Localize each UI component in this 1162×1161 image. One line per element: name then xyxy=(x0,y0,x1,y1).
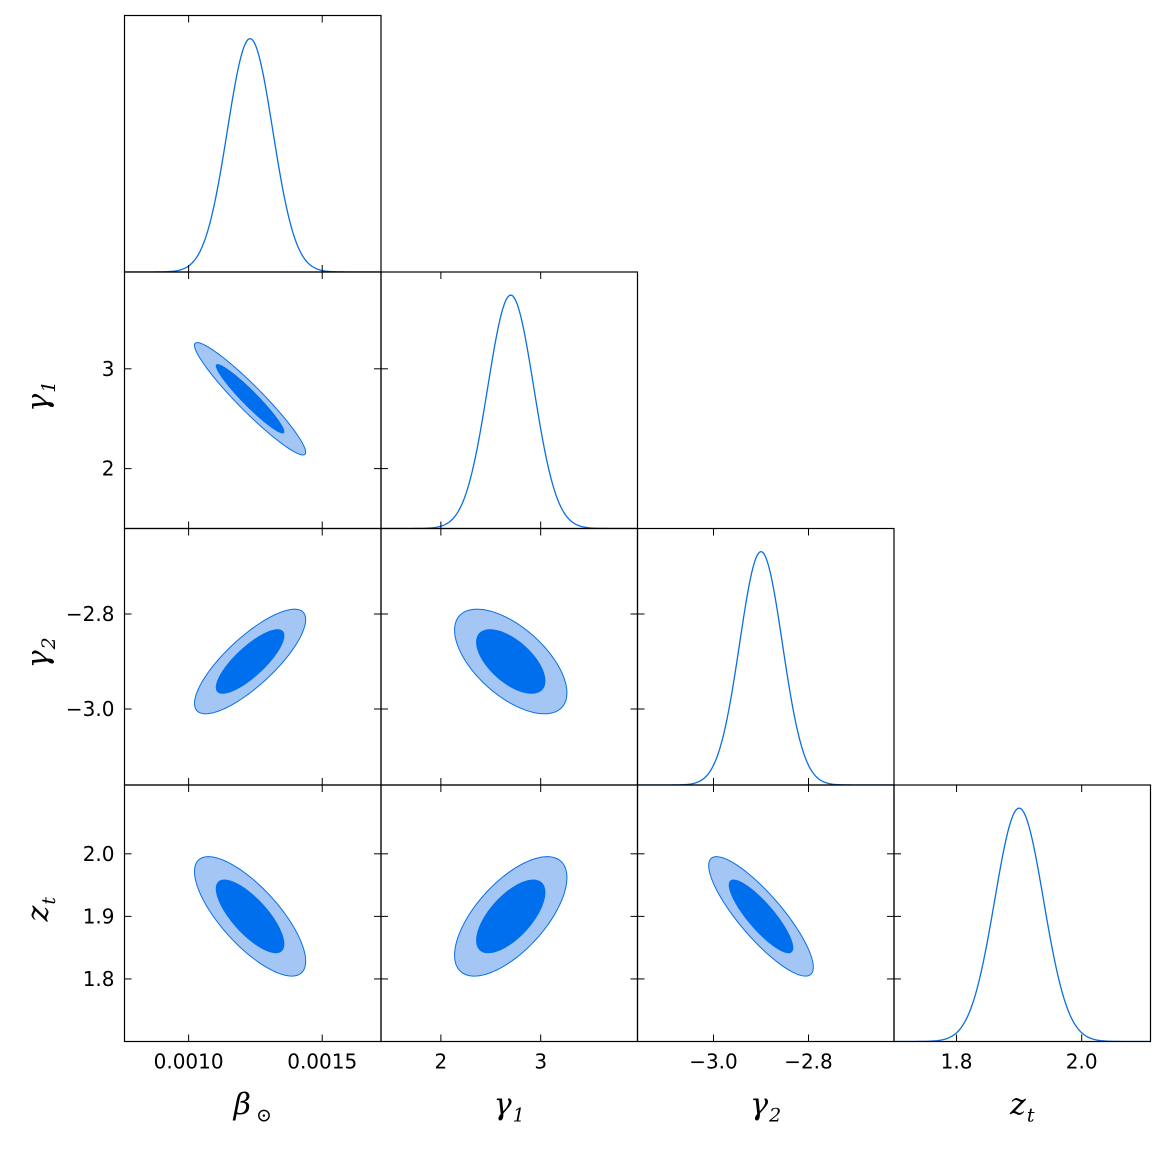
y-axis-label-z_t: zt xyxy=(21,897,60,923)
x-axis-label-beta_sun: β ⊙ xyxy=(233,1088,272,1127)
y-tick-label-z_t: 2.0 xyxy=(83,842,115,866)
x-axis-label-z_t: zt xyxy=(1009,1088,1035,1127)
contour-68-beta_sun-gamma_2 xyxy=(215,629,285,694)
x-tick-label-z_t: 2.0 xyxy=(1066,1050,1098,1074)
marginal-panel-beta_sun xyxy=(124,37,381,272)
marginal-panel-gamma_1 xyxy=(381,294,638,529)
contour-68-gamma_1-gamma_2 xyxy=(476,629,546,694)
marginal-curve-gamma_1 xyxy=(381,294,638,529)
y-tick-label-z_t: 1.8 xyxy=(83,967,115,991)
marginal-panel-gamma_2 xyxy=(637,550,894,785)
x-tick-label-gamma_1: 2 xyxy=(435,1050,448,1074)
contour-panel-gamma_1-z_t xyxy=(454,856,568,977)
x-tick-label-beta_sun: 0.0015 xyxy=(287,1050,357,1074)
contour-panel-gamma_1-gamma_2 xyxy=(454,608,568,715)
contour-68-gamma_2-z_t xyxy=(728,879,794,954)
contour-panel-beta_sun-z_t xyxy=(193,856,307,977)
x-tick-label-gamma_2: −2.8 xyxy=(784,1050,833,1074)
y-axis-label-gamma_1: γ1 xyxy=(21,381,60,412)
contour-panel-beta_sun-gamma_1 xyxy=(193,342,307,456)
panel-frame xyxy=(123,14,382,273)
contour-68-beta_sun-z_t xyxy=(215,879,285,954)
marginal-panel-z_t xyxy=(894,807,1151,1042)
x-tick-label-beta_sun: 0.0010 xyxy=(154,1050,224,1074)
contour-panel-gamma_2-z_t xyxy=(708,856,814,977)
y-tick-label-gamma_1: 3 xyxy=(102,357,115,381)
y-axis-label-gamma_2: γ2 xyxy=(21,637,60,668)
marginal-curve-gamma_2 xyxy=(637,550,894,785)
marginal-curve-beta_sun xyxy=(124,37,381,272)
marginal-curve-z_t xyxy=(894,807,1151,1042)
x-tick-label-z_t: 1.8 xyxy=(941,1050,973,1074)
y-tick-label-z_t: 1.9 xyxy=(83,904,115,928)
panel-frame xyxy=(380,271,639,530)
panel-frame xyxy=(636,527,895,786)
x-tick-label-gamma_2: −3.0 xyxy=(689,1050,738,1074)
contour-68-beta_sun-gamma_1 xyxy=(215,364,285,434)
x-axis-label-gamma_1: γ1 xyxy=(494,1088,525,1127)
y-tick-label-gamma_2: −3.0 xyxy=(66,697,115,721)
panel-frame xyxy=(893,784,1152,1043)
y-tick-label-gamma_1: 2 xyxy=(102,457,115,481)
y-tick-label-gamma_2: −2.8 xyxy=(66,602,115,626)
contour-68-gamma_1-z_t xyxy=(476,879,546,954)
contour-panel-beta_sun-gamma_2 xyxy=(193,608,307,715)
x-tick-label-gamma_1: 3 xyxy=(534,1050,547,1074)
x-axis-label-gamma_2: γ2 xyxy=(750,1088,781,1127)
